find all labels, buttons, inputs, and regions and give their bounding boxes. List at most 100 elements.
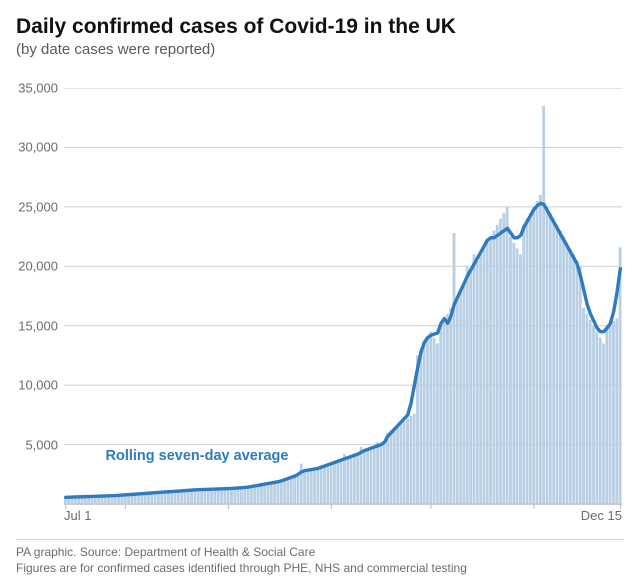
bar: [204, 489, 207, 504]
y-axis-label: 30,000: [18, 140, 64, 155]
bar: [483, 248, 486, 504]
bar: [267, 484, 270, 504]
bar: [423, 344, 426, 504]
bar: [459, 290, 462, 504]
bar: [263, 484, 266, 504]
bar: [476, 260, 479, 504]
bar: [316, 468, 319, 504]
bar: [293, 477, 296, 504]
y-axis-label: 25,000: [18, 199, 64, 214]
bar: [194, 490, 197, 504]
bar: [330, 464, 333, 504]
bar: [373, 448, 376, 504]
bar: [406, 418, 409, 504]
legend-rolling-average: Rolling seven-day average: [106, 448, 289, 464]
bar: [207, 489, 210, 504]
bar: [277, 482, 280, 504]
bar: [210, 489, 213, 504]
bar: [177, 491, 180, 504]
bar: [283, 480, 286, 504]
bar: [559, 231, 562, 504]
bar: [350, 456, 353, 504]
bar: [320, 467, 323, 504]
bar: [353, 455, 356, 504]
bar: [463, 284, 466, 504]
bar: [542, 106, 545, 504]
bar: [605, 326, 608, 504]
bar: [273, 483, 276, 504]
bar: [612, 321, 615, 504]
bar: [247, 487, 250, 504]
bar: [399, 423, 402, 504]
bar: [436, 344, 439, 504]
bar: [595, 332, 598, 504]
bar: [582, 308, 585, 504]
x-axis-label-start: Jul 1: [64, 504, 91, 523]
bar: [227, 489, 230, 504]
bar: [240, 488, 243, 504]
bar: [164, 492, 167, 504]
bar: [223, 489, 226, 504]
bar: [446, 314, 449, 504]
bar: [390, 430, 393, 504]
bar: [220, 489, 223, 504]
chart-footer: PA graphic. Source: Department of Health…: [16, 539, 624, 576]
bar: [469, 272, 472, 504]
bar: [556, 225, 559, 504]
bar: [170, 492, 173, 504]
bar: [167, 492, 170, 504]
bar: [333, 462, 336, 504]
bar: [376, 442, 379, 504]
bar: [323, 466, 326, 504]
bar: [546, 207, 549, 504]
bar: [187, 490, 190, 504]
bar: [579, 266, 582, 504]
bar: [386, 433, 389, 504]
bar: [184, 491, 187, 504]
bar: [409, 416, 412, 504]
bar: [346, 458, 349, 504]
bar: [363, 452, 366, 504]
bar: [532, 207, 535, 504]
bar: [516, 248, 519, 504]
bar: [160, 492, 163, 504]
bar: [313, 470, 316, 504]
bar: [499, 219, 502, 504]
bar: [257, 486, 260, 504]
bar: [343, 454, 346, 504]
bar: [287, 479, 290, 504]
bar: [506, 207, 509, 504]
bar: [230, 489, 233, 504]
bar: [280, 481, 283, 504]
bar: [566, 243, 569, 504]
bar: [300, 464, 303, 504]
bar: [609, 323, 612, 504]
bar: [549, 213, 552, 504]
footer-note: Figures are for confirmed cases identifi…: [16, 560, 624, 576]
bar: [310, 471, 313, 504]
bar: [602, 344, 605, 504]
bar: [336, 461, 339, 504]
chart-subtitle: (by date cases were reported): [16, 41, 624, 58]
bar: [449, 308, 452, 504]
bar: [200, 490, 203, 504]
bar: [366, 451, 369, 504]
bar: [599, 338, 602, 504]
bar: [536, 201, 539, 504]
bar: [180, 491, 183, 504]
y-axis-label: 35,000: [18, 81, 64, 96]
bar: [197, 490, 200, 504]
bar: [562, 237, 565, 504]
bar: [370, 449, 373, 504]
bar: [297, 475, 300, 504]
bar: [486, 243, 489, 504]
chart-svg: [64, 88, 622, 510]
bar: [380, 446, 383, 504]
bar: [589, 320, 592, 504]
bar: [576, 260, 579, 504]
bar: [585, 314, 588, 504]
bar: [237, 488, 240, 504]
bar: [529, 213, 532, 504]
bar: [526, 219, 529, 504]
bar: [217, 489, 220, 504]
